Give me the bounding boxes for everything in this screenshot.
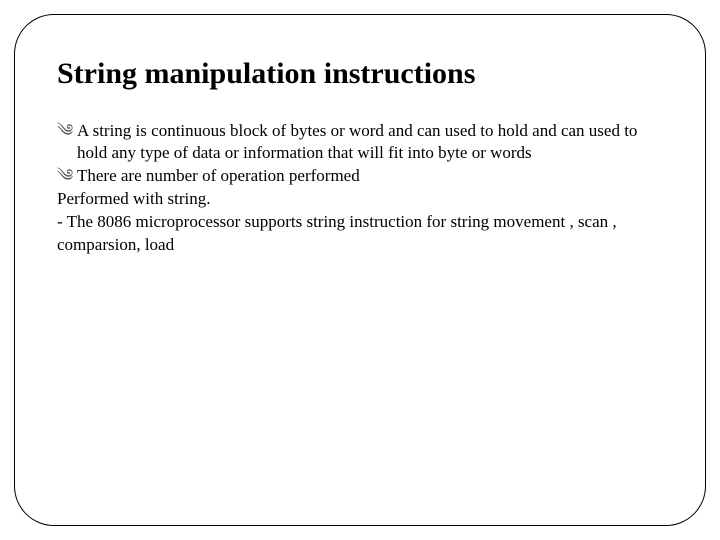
slide-frame: String manipulation instructions ༄ A str… xyxy=(14,14,706,526)
slide-title: String manipulation instructions xyxy=(57,57,663,92)
bullet-glyph-icon: ༄ xyxy=(57,165,77,188)
slide-body: ༄ A string is continuous block of bytes … xyxy=(57,120,663,258)
bullet-glyph-icon: ༄ xyxy=(57,120,77,143)
plain-line: - The 8086 microprocessor supports strin… xyxy=(57,211,663,257)
bullet-text: A string is continuous block of bytes or… xyxy=(77,120,663,166)
slide-content: String manipulation instructions ༄ A str… xyxy=(57,57,663,257)
bullet-item: ༄ A string is continuous block of bytes … xyxy=(57,120,663,166)
bullet-item: ༄ There are number of operation performe… xyxy=(57,165,663,188)
bullet-text: There are number of operation performed xyxy=(77,165,663,188)
plain-line: Performed with string. xyxy=(57,188,663,211)
